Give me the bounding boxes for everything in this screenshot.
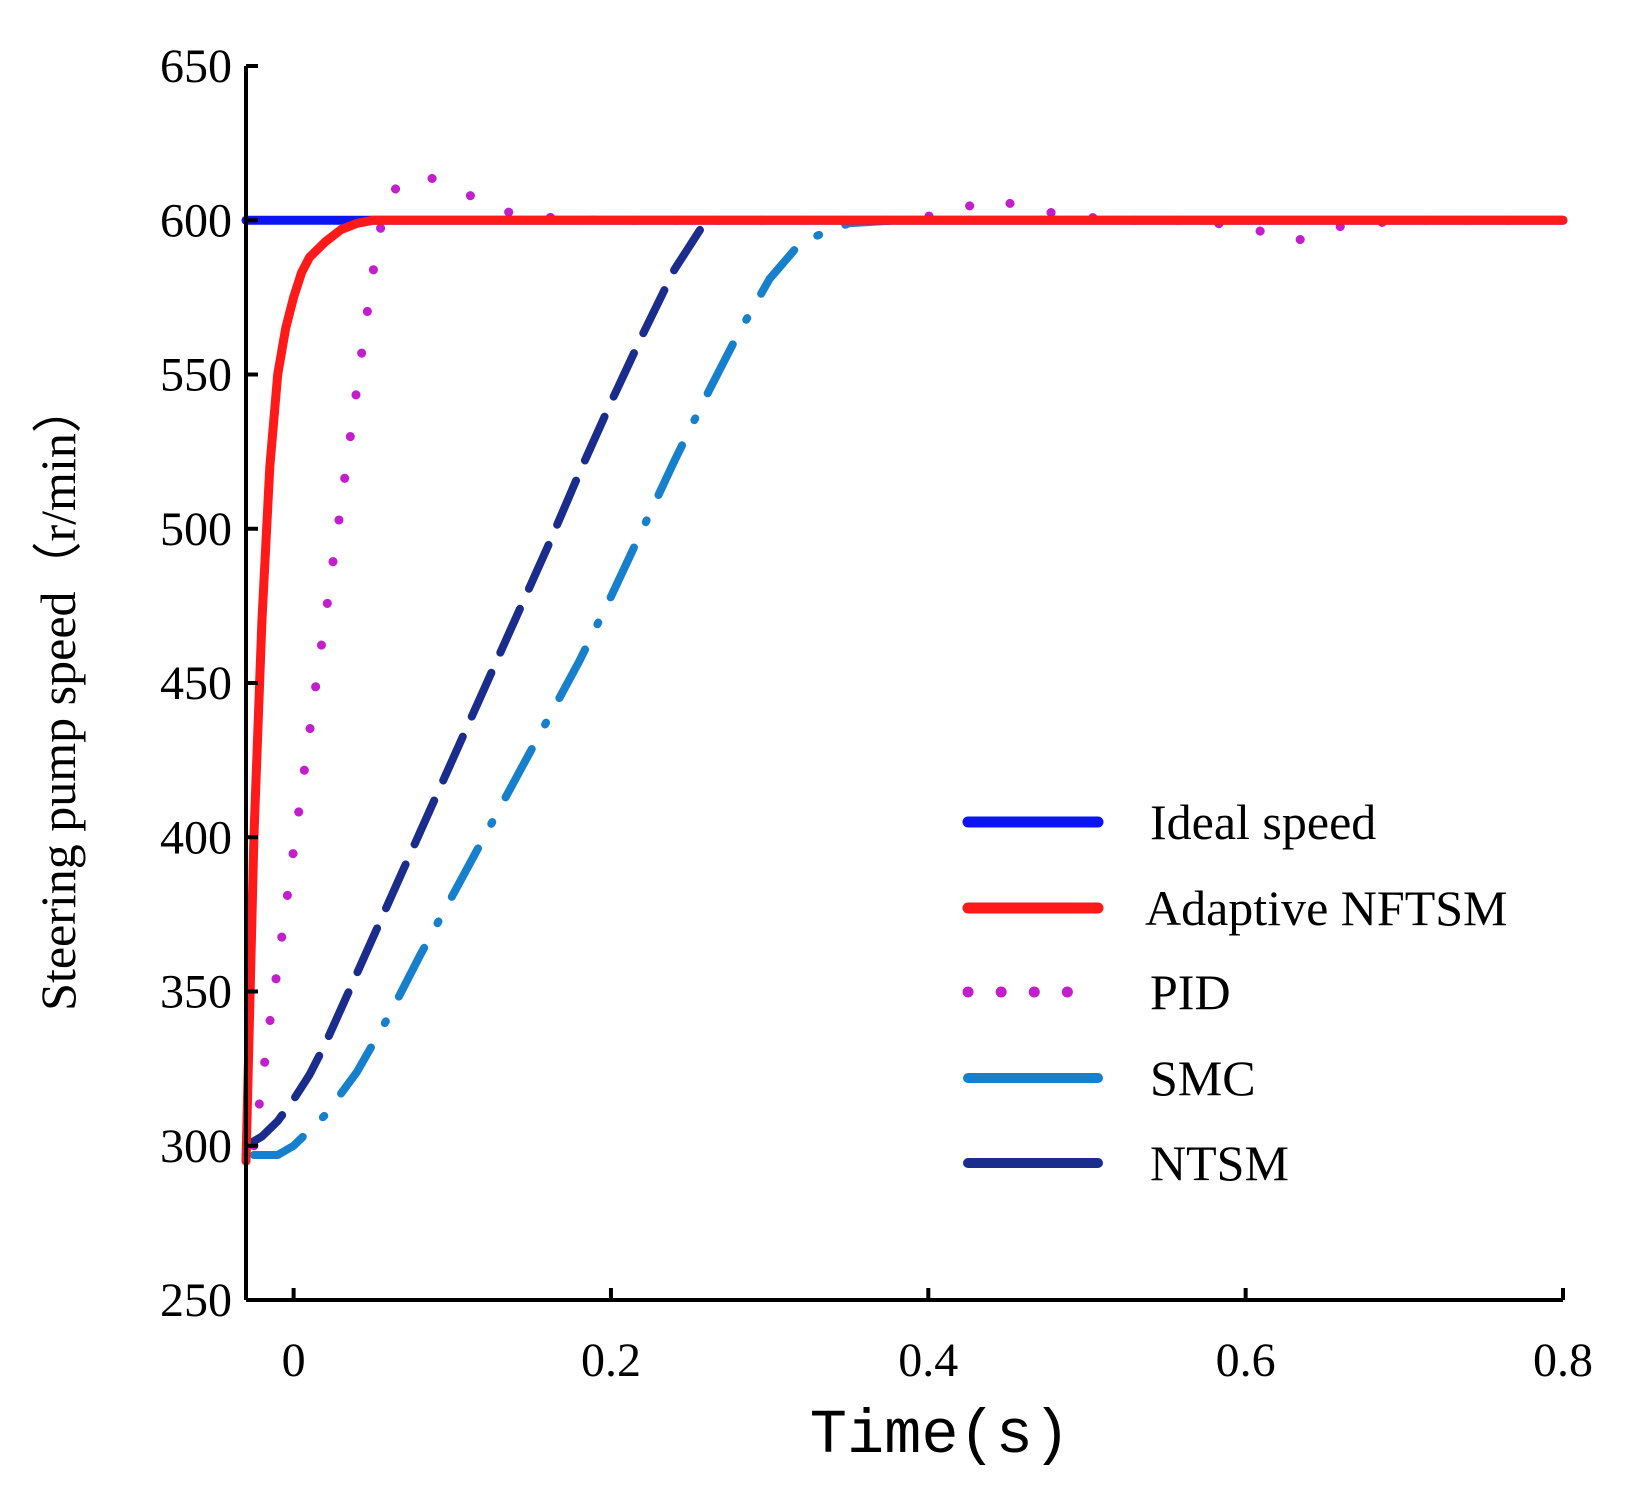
y-tick-label: 450	[160, 657, 232, 710]
x-tick-label: 0.2	[581, 1334, 641, 1387]
x-axis-title: Time(s)	[810, 1400, 1070, 1471]
x-tick-label: 0.6	[1216, 1334, 1276, 1387]
y-tick-label: 350	[160, 966, 232, 1019]
series-line-smc	[249, 216, 1567, 1159]
series-line-ntsm	[242, 216, 1567, 1150]
x-ticks: 0 0.2 0.4 0.6 0.8	[282, 1288, 1593, 1387]
legend: Ideal speed Adaptive NFTSM PID SMC NTSM	[962, 794, 1508, 1191]
y-tick-label: 600	[160, 194, 232, 247]
y-ticks: 250 300 350 400 450 500 550 600 650	[160, 40, 258, 1327]
series-line-pid	[249, 169, 1536, 1151]
legend-label: NTSM	[1150, 1135, 1289, 1191]
y-axis-title: Steering pump speed（r/min）	[30, 383, 86, 1011]
y-tick-label: 400	[160, 811, 232, 864]
y-tick-label: 550	[160, 349, 232, 402]
x-tick-label: 0	[282, 1334, 306, 1387]
y-tick-label: 650	[160, 40, 232, 93]
x-tick-label: 0.8	[1533, 1334, 1593, 1387]
y-tick-label: 250	[160, 1274, 232, 1327]
legend-label: Adaptive NFTSM	[1145, 880, 1508, 936]
series-line-adaptive-nftsm	[241, 215, 1568, 1166]
plot-lines	[241, 169, 1568, 1166]
legend-label: PID	[1150, 964, 1231, 1020]
y-tick-label: 500	[160, 503, 232, 556]
axes	[244, 66, 1563, 1302]
y-tick-label: 300	[160, 1120, 232, 1173]
x-tick-label: 0.4	[898, 1334, 958, 1387]
legend-label: Ideal speed	[1150, 794, 1376, 850]
legend-label: SMC	[1150, 1050, 1256, 1106]
